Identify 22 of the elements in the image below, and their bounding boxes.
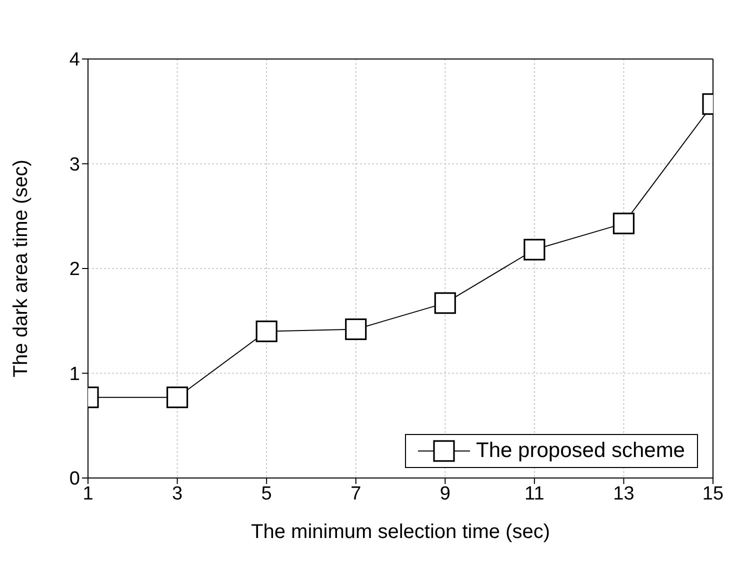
point [256, 320, 278, 342]
x-tick-label: 11 [524, 483, 544, 504]
legend-label: The proposed scheme [476, 439, 685, 463]
x-tick-label: 7 [350, 483, 362, 504]
point [612, 212, 635, 234]
y-tick-label: 2 [69, 259, 80, 280]
point [166, 386, 188, 408]
x-axis-title: The minimum selection time (sec) [251, 521, 550, 543]
x-tick-label: 9 [440, 483, 450, 504]
y-tick-label: 3 [69, 154, 80, 176]
y-tick-label: 4 [69, 50, 80, 71]
x-tick-label: 15 [702, 483, 724, 504]
point [524, 238, 546, 260]
x-tick-label: 3 [172, 483, 183, 504]
point [345, 318, 367, 340]
x-tick-label: 1 [82, 483, 94, 504]
y-axis-title: The dark area time (sec) [10, 160, 32, 378]
y-tick-label: 0 [69, 468, 80, 490]
y-tick-label: 1 [69, 364, 80, 385]
x-tick-label: 5 [261, 483, 272, 504]
point [434, 292, 456, 314]
x-tick-label: 13 [613, 483, 634, 504]
